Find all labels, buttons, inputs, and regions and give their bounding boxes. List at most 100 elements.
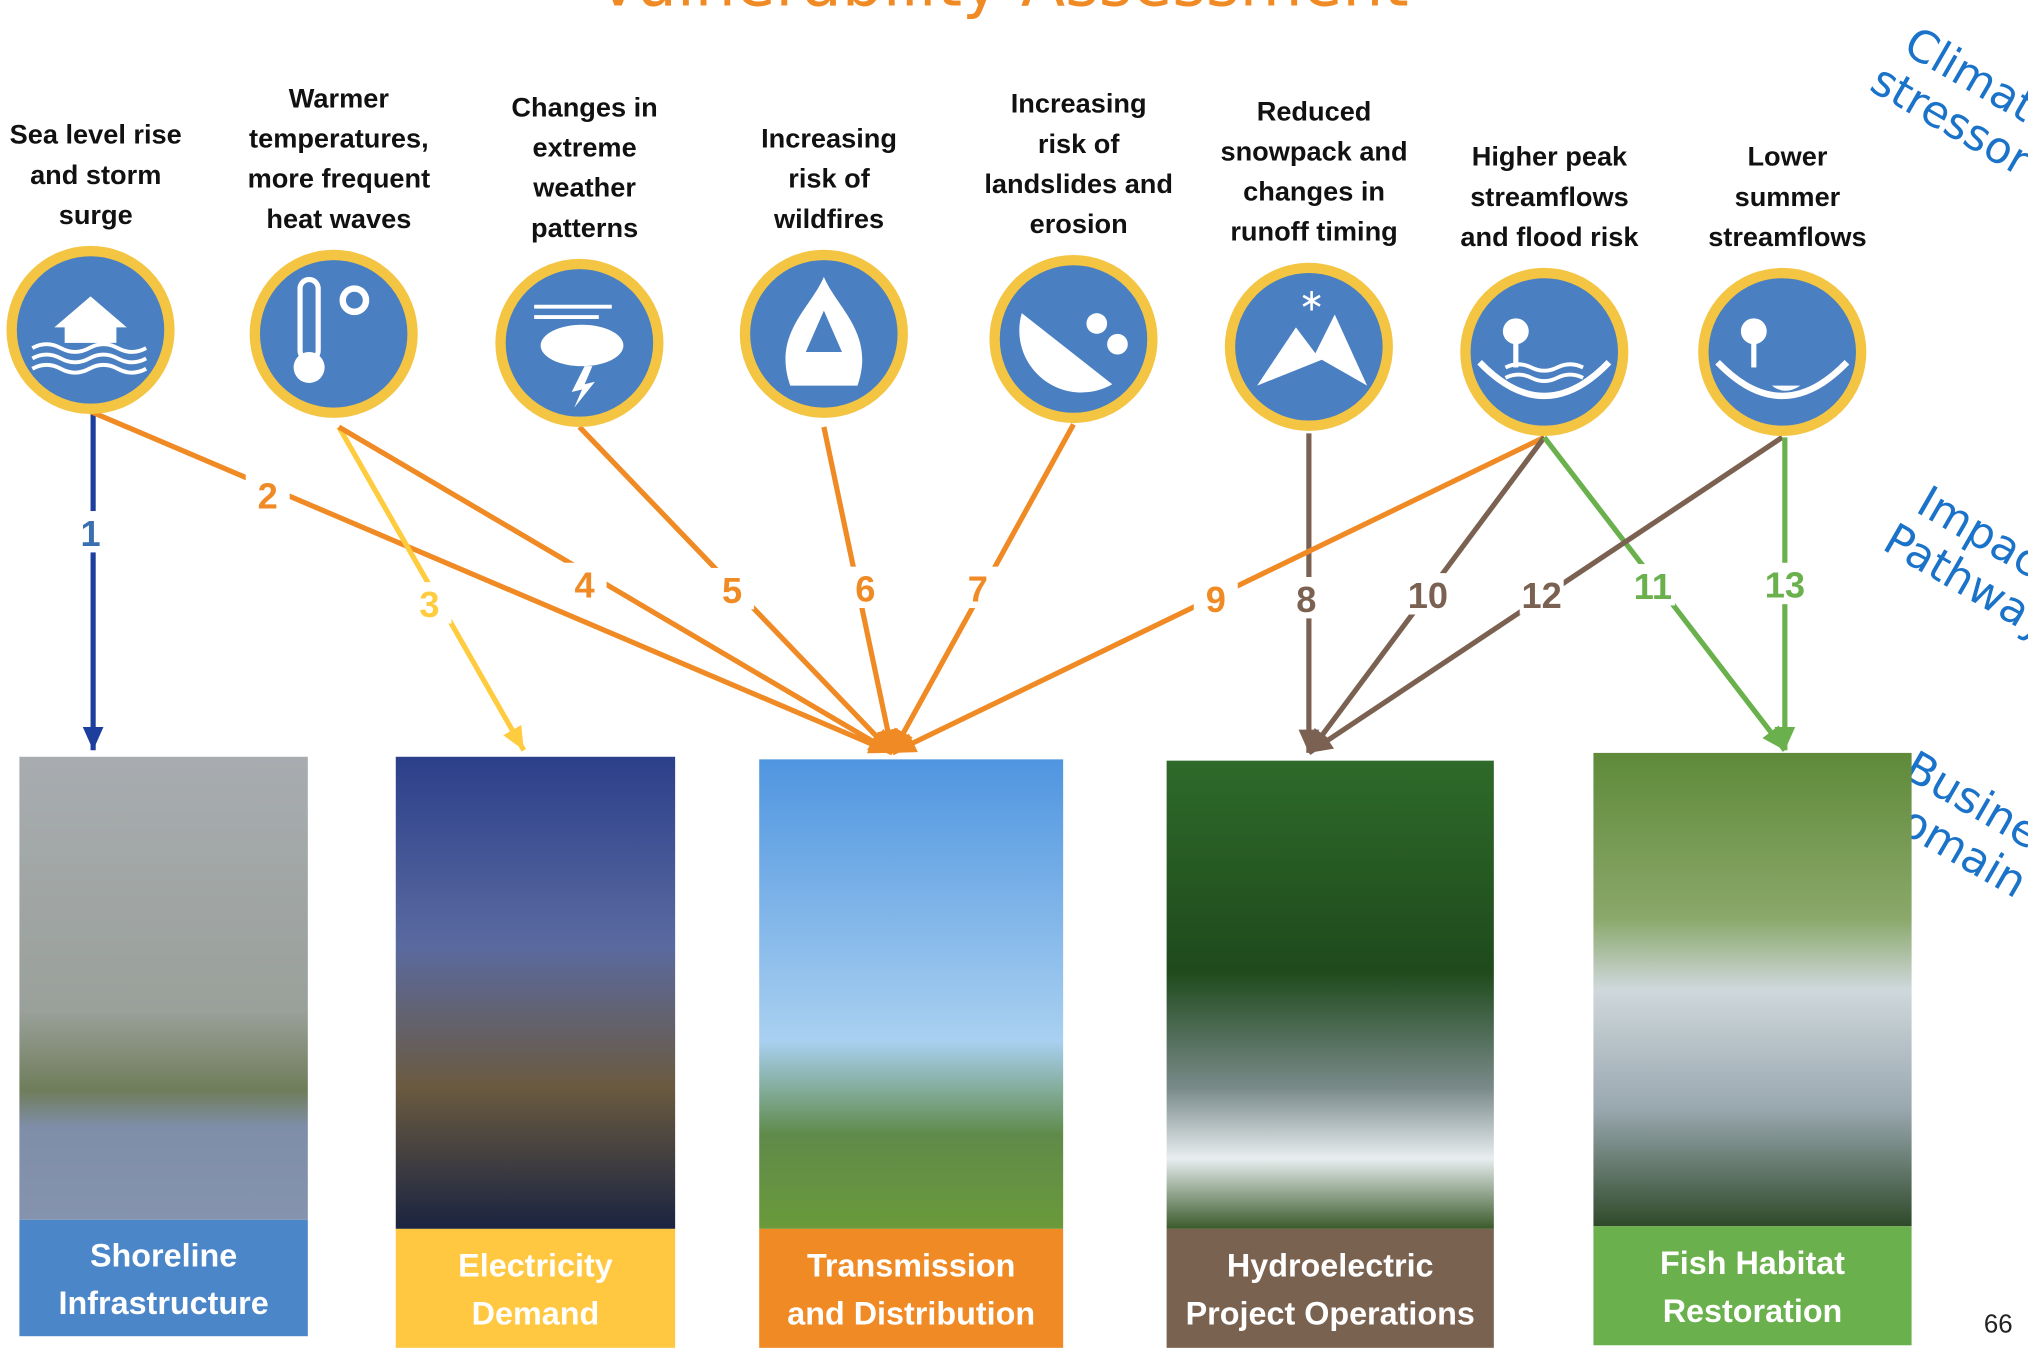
domain-photo bbox=[395, 756, 676, 1229]
stressor-icon bbox=[1698, 267, 1867, 437]
domain-photo bbox=[759, 759, 1064, 1229]
stressor-icon bbox=[1460, 267, 1629, 437]
stressor-label: landslides and bbox=[984, 168, 1173, 199]
stressor-label: weather bbox=[532, 172, 636, 203]
stressor-label: Reduced bbox=[1257, 95, 1372, 126]
pathway-label-bg bbox=[1193, 576, 1238, 619]
pathway-label-bg bbox=[407, 582, 452, 624]
stressor-label: runoff timing bbox=[1230, 216, 1397, 247]
domain-label: Project Operations bbox=[1186, 1296, 1475, 1332]
pathway-label-bg bbox=[710, 567, 755, 610]
stressor-label: Increasing bbox=[1011, 88, 1147, 119]
pathway-label-bg bbox=[68, 511, 113, 553]
arrowhead bbox=[868, 728, 893, 753]
pathway-label-bg bbox=[955, 566, 1000, 609]
domain-label: Shoreline bbox=[90, 1237, 237, 1273]
stressor-label: erosion bbox=[1030, 208, 1128, 239]
stressor-label: risk of bbox=[1038, 128, 1120, 159]
pathway-label: 7 bbox=[968, 569, 988, 610]
icon bbox=[31, 352, 148, 365]
arrowhead bbox=[503, 724, 524, 751]
icon bbox=[293, 351, 325, 383]
icon bbox=[534, 304, 612, 319]
icon bbox=[1019, 313, 1113, 393]
domain-label-bg bbox=[759, 1228, 1064, 1348]
pathway-line bbox=[337, 424, 894, 756]
arrowhead bbox=[82, 727, 104, 751]
arrowhead bbox=[1774, 727, 1796, 751]
icon bbox=[31, 342, 148, 354]
stressor-label: streamflows bbox=[1470, 181, 1628, 212]
domain-photo bbox=[19, 756, 308, 1220]
icon bbox=[1504, 362, 1584, 373]
stressor-label: Lower bbox=[1747, 141, 1827, 172]
icon bbox=[54, 296, 127, 328]
domain-label: Electricity bbox=[458, 1248, 613, 1284]
domain-label: Hydroelectric bbox=[1227, 1248, 1434, 1284]
icon bbox=[540, 324, 624, 367]
icon bbox=[1513, 341, 1519, 368]
pathway-label: 8 bbox=[1296, 579, 1316, 620]
stressor-icon bbox=[989, 254, 1158, 424]
pathway-label-bg bbox=[1284, 576, 1329, 619]
icon bbox=[1086, 313, 1108, 334]
domain-label: Fish Habitat bbox=[1660, 1245, 1845, 1281]
pathway-label: 1 bbox=[80, 513, 100, 554]
stressor-label: summer bbox=[1735, 181, 1841, 212]
stressor-label: Changes in bbox=[511, 92, 657, 123]
pathway-label: 2 bbox=[258, 475, 278, 516]
pathway-label-bg bbox=[562, 562, 607, 605]
icon bbox=[1502, 318, 1529, 345]
stressor-label: risk of bbox=[788, 163, 870, 194]
icon bbox=[1504, 372, 1584, 383]
arrowhead bbox=[892, 727, 913, 753]
stressor-label: more frequent bbox=[248, 163, 431, 194]
pathway-label: 12 bbox=[1522, 575, 1562, 616]
stressor-label: patterns bbox=[531, 212, 638, 243]
pathway-label: 11 bbox=[1634, 566, 1672, 607]
icon bbox=[31, 362, 148, 375]
domain-label: Demand bbox=[472, 1296, 600, 1332]
icon bbox=[1715, 360, 1850, 399]
arrowhead bbox=[877, 727, 898, 753]
pathway-label-bg bbox=[245, 473, 290, 515]
icon bbox=[1771, 385, 1801, 391]
stressor-label: and storm bbox=[30, 159, 161, 190]
icon bbox=[1740, 318, 1767, 345]
icon bbox=[64, 324, 117, 343]
pathway-label: 9 bbox=[1206, 579, 1226, 620]
stressor-label: snowpack and bbox=[1220, 136, 1407, 167]
stressor-label: changes in bbox=[1243, 176, 1385, 207]
stressor-label: extreme bbox=[533, 132, 637, 163]
pathway-label: 4 bbox=[575, 565, 595, 606]
title: Vulnerability Assessment bbox=[596, 0, 1409, 21]
page-number: 66 bbox=[1984, 1310, 2013, 1338]
domain-label: Transmission bbox=[807, 1248, 1015, 1284]
stressor-label: and flood risk bbox=[1460, 221, 1639, 252]
stressor-label: Increasing bbox=[761, 123, 897, 154]
stressor-label: heat waves bbox=[266, 203, 411, 234]
domain-photo bbox=[1166, 760, 1494, 1229]
icon bbox=[571, 366, 595, 408]
domain-label-bg bbox=[1166, 1228, 1494, 1348]
icon: ∗ bbox=[1298, 283, 1324, 318]
domain-label: Restoration bbox=[1663, 1293, 1843, 1329]
stressor-label: Sea level rise bbox=[10, 119, 182, 150]
pathway-label: 13 bbox=[1765, 565, 1805, 606]
icon bbox=[1107, 333, 1128, 355]
pathway-label-bg bbox=[1630, 564, 1675, 606]
domain-label: and Distribution bbox=[787, 1296, 1035, 1332]
stressor-icon bbox=[249, 249, 418, 418]
pathway-label: 3 bbox=[419, 584, 439, 625]
domain-label-bg bbox=[19, 1219, 308, 1337]
domain-photo bbox=[1593, 752, 1912, 1227]
icon bbox=[1477, 360, 1612, 399]
pathway-label: 10 bbox=[1408, 575, 1448, 616]
icon bbox=[1257, 314, 1368, 386]
stressor-label: wildfires bbox=[773, 203, 884, 234]
stressor-label: streamflows bbox=[1708, 221, 1866, 252]
